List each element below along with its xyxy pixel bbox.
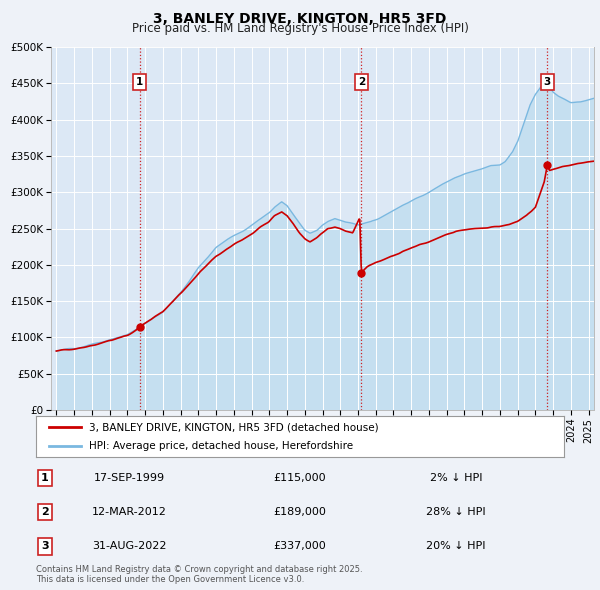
Text: 3: 3 <box>41 542 49 551</box>
Text: 1: 1 <box>41 473 49 483</box>
Text: Price paid vs. HM Land Registry's House Price Index (HPI): Price paid vs. HM Land Registry's House … <box>131 22 469 35</box>
Text: £189,000: £189,000 <box>274 507 326 517</box>
Text: 2: 2 <box>358 77 365 87</box>
Text: 2: 2 <box>41 507 49 517</box>
Text: 17-SEP-1999: 17-SEP-1999 <box>94 473 164 483</box>
Text: 2% ↓ HPI: 2% ↓ HPI <box>430 473 482 483</box>
Text: £115,000: £115,000 <box>274 473 326 483</box>
Text: 3: 3 <box>544 77 551 87</box>
Text: HPI: Average price, detached house, Herefordshire: HPI: Average price, detached house, Here… <box>89 441 353 451</box>
Text: 20% ↓ HPI: 20% ↓ HPI <box>426 542 486 551</box>
Text: 12-MAR-2012: 12-MAR-2012 <box>92 507 166 517</box>
Text: 3, BANLEY DRIVE, KINGTON, HR5 3FD (detached house): 3, BANLEY DRIVE, KINGTON, HR5 3FD (detac… <box>89 422 379 432</box>
Text: £337,000: £337,000 <box>274 542 326 551</box>
Text: 28% ↓ HPI: 28% ↓ HPI <box>426 507 486 517</box>
Text: Contains HM Land Registry data © Crown copyright and database right 2025.
This d: Contains HM Land Registry data © Crown c… <box>36 565 362 584</box>
Text: 1: 1 <box>136 77 143 87</box>
Text: 31-AUG-2022: 31-AUG-2022 <box>92 542 166 551</box>
Text: 3, BANLEY DRIVE, KINGTON, HR5 3FD: 3, BANLEY DRIVE, KINGTON, HR5 3FD <box>154 12 446 26</box>
